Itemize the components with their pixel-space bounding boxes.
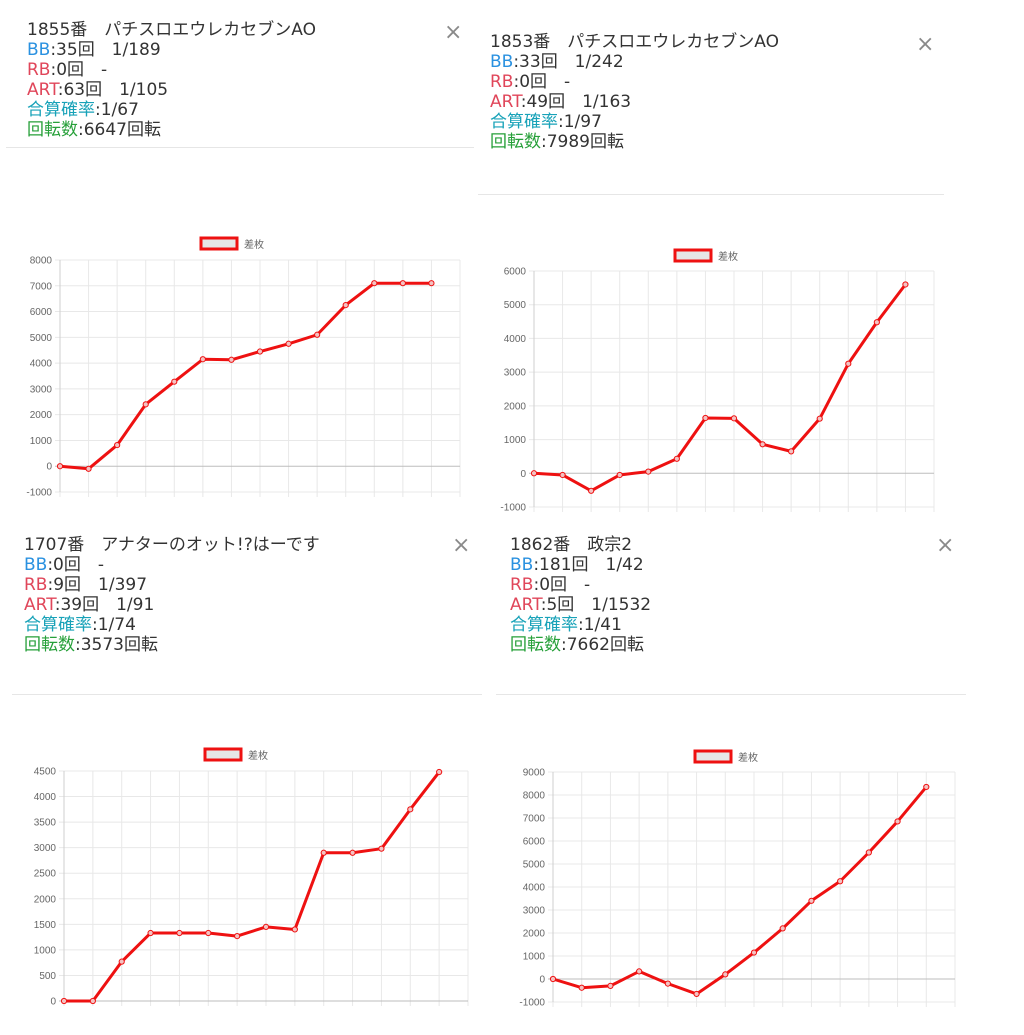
combined-rate-label: 合算確率 bbox=[24, 615, 92, 635]
spin-count-value: :7662回転 bbox=[561, 635, 644, 655]
combined-rate-label: 合算確率 bbox=[27, 100, 95, 120]
combined-rate-value: :1/41 bbox=[578, 615, 622, 635]
machine-card-1855: 1855番 パチスロエウレカセブンAO BB:35回 1/189 RB:0回 -… bbox=[0, 0, 476, 515]
machine-card-1862: 1862番 政宗2 BB:181回 1/42 RB:0回 - ART:5回 1/… bbox=[490, 515, 1024, 1035]
machine-info-panel: 1855番 パチスロエウレカセブンAO BB:35回 1/189 RB:0回 -… bbox=[6, 0, 474, 148]
art-value: :49回 1/163 bbox=[520, 92, 632, 112]
machine-card-1853: 1853番 パチスロエウレカセブンAO BB:33回 1/242 RB:0回 -… bbox=[476, 0, 1024, 515]
bb-label: BB bbox=[27, 40, 51, 60]
combined-rate-value: :1/67 bbox=[95, 100, 139, 120]
combined-rate-label: 合算確率 bbox=[490, 112, 558, 132]
art-value: :63回 1/105 bbox=[57, 80, 169, 100]
spin-count-label: 回転数 bbox=[27, 120, 78, 140]
rb-label: RB bbox=[24, 575, 48, 595]
machine-card-1707: 1707番 アナターのオット!?はーです BB:0回 - RB:9回 1/397… bbox=[0, 515, 490, 1035]
art-value: :39回 1/91 bbox=[54, 595, 155, 615]
spin-count-label: 回転数 bbox=[510, 635, 561, 655]
machine-info-panel: 1853番 パチスロエウレカセブンAO BB:33回 1/242 RB:0回 -… bbox=[478, 0, 944, 195]
spin-count-value: :3573回転 bbox=[75, 635, 158, 655]
art-label: ART bbox=[24, 595, 55, 615]
rb-value: :0回 - bbox=[50, 60, 108, 80]
close-icon[interactable]: × bbox=[452, 533, 471, 558]
rb-label: RB bbox=[27, 60, 51, 80]
art-label: ART bbox=[27, 80, 58, 100]
art-value: :5回 1/1532 bbox=[540, 595, 652, 615]
art-label: ART bbox=[490, 92, 521, 112]
machine-title: 1853番 パチスロエウレカセブンAO bbox=[490, 32, 779, 52]
bb-label: BB bbox=[490, 52, 514, 72]
spin-count-label: 回転数 bbox=[490, 132, 541, 152]
close-icon[interactable]: × bbox=[936, 533, 955, 558]
machine-info-panel: 1862番 政宗2 BB:181回 1/42 RB:0回 - ART:5回 1/… bbox=[496, 515, 966, 695]
spin-count-value: :6647回転 bbox=[78, 120, 161, 140]
machine-info-panel: 1707番 アナターのオット!?はーです BB:0回 - RB:9回 1/397… bbox=[12, 515, 482, 695]
machine-title: 1862番 政宗2 bbox=[510, 535, 633, 555]
combined-rate-label: 合算確率 bbox=[510, 615, 578, 635]
rb-value: :9回 1/397 bbox=[47, 575, 148, 595]
close-icon[interactable]: × bbox=[916, 32, 935, 57]
spin-count-label: 回転数 bbox=[24, 635, 75, 655]
rb-label: RB bbox=[490, 72, 514, 92]
bb-value: :33回 1/242 bbox=[513, 52, 624, 72]
rb-value: :0回 - bbox=[513, 72, 571, 92]
close-icon[interactable]: × bbox=[444, 20, 463, 45]
bb-label: BB bbox=[510, 555, 534, 575]
combined-rate-value: :1/97 bbox=[558, 112, 602, 132]
rb-label: RB bbox=[510, 575, 534, 595]
bb-value: :0回 - bbox=[47, 555, 105, 575]
bb-value: :35回 1/189 bbox=[50, 40, 161, 60]
machine-title: 1707番 アナターのオット!?はーです bbox=[24, 535, 320, 555]
combined-rate-value: :1/74 bbox=[92, 615, 136, 635]
bb-label: BB bbox=[24, 555, 48, 575]
spin-count-value: :7989回転 bbox=[541, 132, 624, 152]
bb-value: :181回 1/42 bbox=[533, 555, 644, 575]
machine-title: 1855番 パチスロエウレカセブンAO bbox=[27, 20, 316, 40]
rb-value: :0回 - bbox=[533, 575, 591, 595]
art-label: ART bbox=[510, 595, 541, 615]
